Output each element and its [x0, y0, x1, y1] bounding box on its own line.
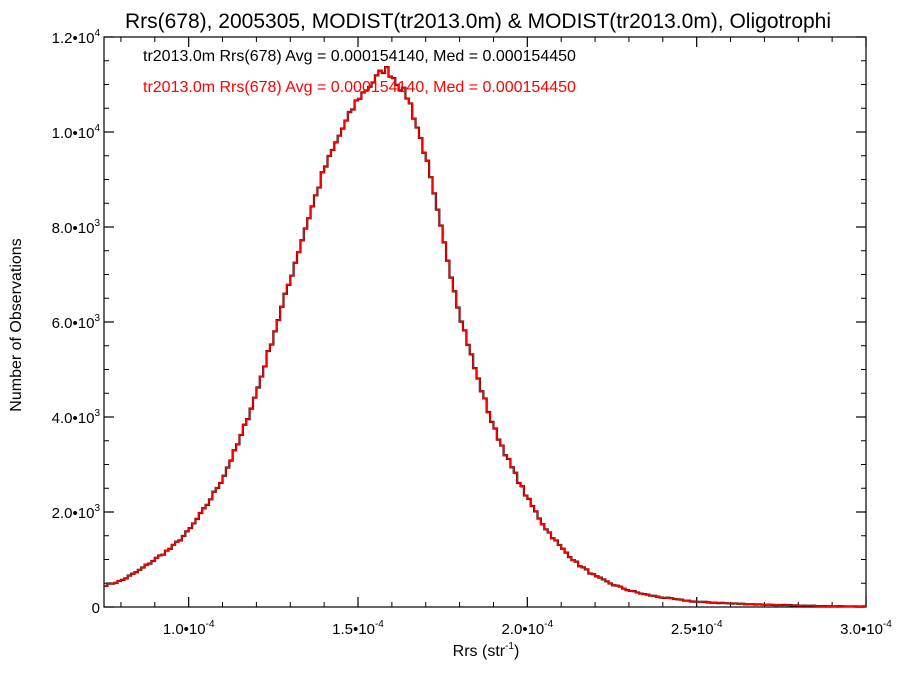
y-axis-ticks: 0 2.0•103 4.0•103 6.0•103 8.0•103 1.0•104 1.2•…: [52, 28, 866, 617]
legend-entry-series-1: tr2013.0m Rrs(678) Avg = 0.000154140, Me…: [143, 48, 576, 65]
y-tick-label: 8.0•103: [52, 218, 101, 237]
series-1-histogram-line: [104, 65, 866, 608]
x-axis-ticks: 1.0•10-4 1.5•10-4 2.0•10-4 2.5•10-4 3.0•10-4: [120, 37, 892, 638]
x-tick-label: 3.0•10-4: [840, 619, 892, 638]
y-tick-label: 4.0•103: [52, 408, 101, 427]
chart-title: Rrs(678), 2005305, MODIST(tr2013.0m) & M…: [125, 10, 831, 33]
y-tick-label: 1.2•104: [52, 28, 101, 47]
y-tick-label: 2.0•103: [52, 503, 101, 522]
y-tick-label: 6.0•103: [52, 313, 101, 332]
series-2-histogram-line: [104, 66, 866, 608]
x-tick-label: 1.0•10-4: [163, 619, 215, 638]
x-axis-label: Rrs (str-1): [453, 641, 520, 660]
x-tick-label: 1.5•10-4: [332, 619, 384, 638]
x-tick-label: 2.5•10-4: [671, 619, 723, 638]
legend-entry-series-2: tr2013.0m Rrs(678) Avg = 0.000154140, Me…: [143, 79, 576, 96]
x-tick-label: 2.0•10-4: [501, 619, 553, 638]
plot-frame: [103, 36, 867, 608]
plot-border: [103, 36, 867, 608]
y-axis-label: Number of Observations: [8, 238, 25, 411]
series-layer: [104, 65, 866, 608]
y-tick-label: 0: [92, 600, 100, 617]
y-tick-label: 1.0•104: [52, 123, 101, 142]
